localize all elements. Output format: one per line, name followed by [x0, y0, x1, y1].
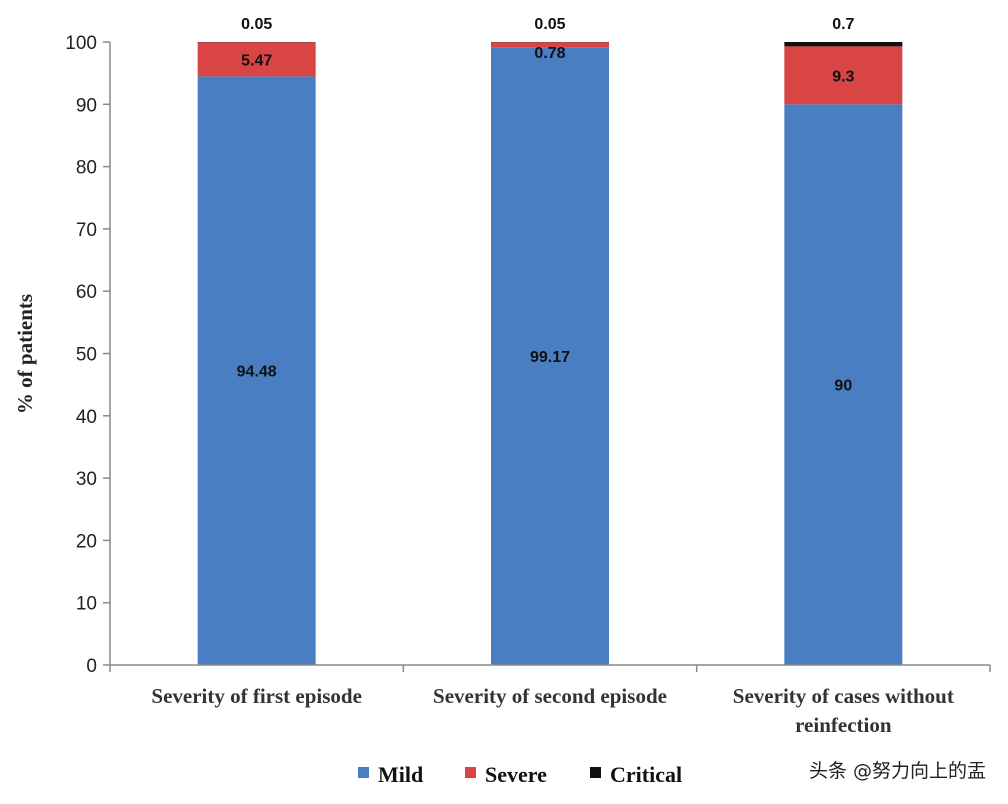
y-axis-ticks: 0 10 20 30 40 50 60 70 80 90 100 [65, 33, 110, 677]
bar-segment-mild [784, 104, 903, 666]
legend-swatch-severe [465, 767, 476, 778]
bars [197, 42, 903, 666]
data-label-severe: 5.47 [241, 52, 272, 69]
x-axis-tick-marks [109, 665, 991, 672]
y-tick-label: 70 [76, 220, 97, 241]
legend-label-severe: Severe [485, 762, 547, 787]
data-label-severe: 0.78 [534, 45, 565, 62]
data-label-severe: 9.3 [832, 68, 854, 85]
category-labels: Severity of first episode Severity of sec… [151, 684, 953, 737]
bar-segment-severe [784, 46, 903, 105]
bar-segment-mild [491, 47, 609, 665]
bar-segment-critical [784, 42, 903, 47]
legend-swatch-mild [358, 767, 369, 778]
legend-label-critical: Critical [610, 762, 682, 787]
bar-segment-severe [197, 42, 316, 77]
data-labels: 94.48 5.47 0.05 99.17 0.78 0.05 90 9.3 0.7 [237, 16, 855, 395]
y-tick-label: 20 [76, 531, 97, 552]
legend-swatch-critical [590, 767, 601, 778]
category-label: Severity of first episode [151, 684, 362, 708]
data-label-mild: 90 [834, 378, 852, 395]
watermark: 头条 @努力向上的盂 [809, 760, 986, 782]
data-label-critical: 0.05 [241, 16, 272, 33]
legend-label-mild: Mild [378, 762, 423, 787]
bar-segment-mild [197, 76, 316, 666]
data-label-mild: 99.17 [530, 349, 570, 366]
bar-segment-severe [491, 42, 609, 48]
y-tick-label: 100 [65, 33, 97, 54]
y-tick-label: 30 [76, 469, 97, 490]
y-tick-label: 0 [86, 656, 97, 677]
category-label: Severity of cases without reinfection [733, 684, 954, 737]
data-label-critical: 0.05 [534, 16, 565, 33]
y-tick-label: 10 [76, 594, 97, 615]
legend: Mild Severe Critical [358, 762, 682, 787]
y-axis-label: % of patients [13, 294, 37, 414]
y-tick-label: 50 [76, 345, 97, 366]
data-label-mild: 94.48 [237, 364, 277, 381]
data-label-critical: 0.7 [832, 16, 854, 33]
category-label: Severity of second episode [433, 684, 667, 708]
y-tick-label: 80 [76, 158, 97, 179]
y-tick-label: 90 [76, 95, 97, 116]
y-tick-label: 60 [76, 282, 97, 303]
y-tick-label: 40 [76, 407, 97, 428]
